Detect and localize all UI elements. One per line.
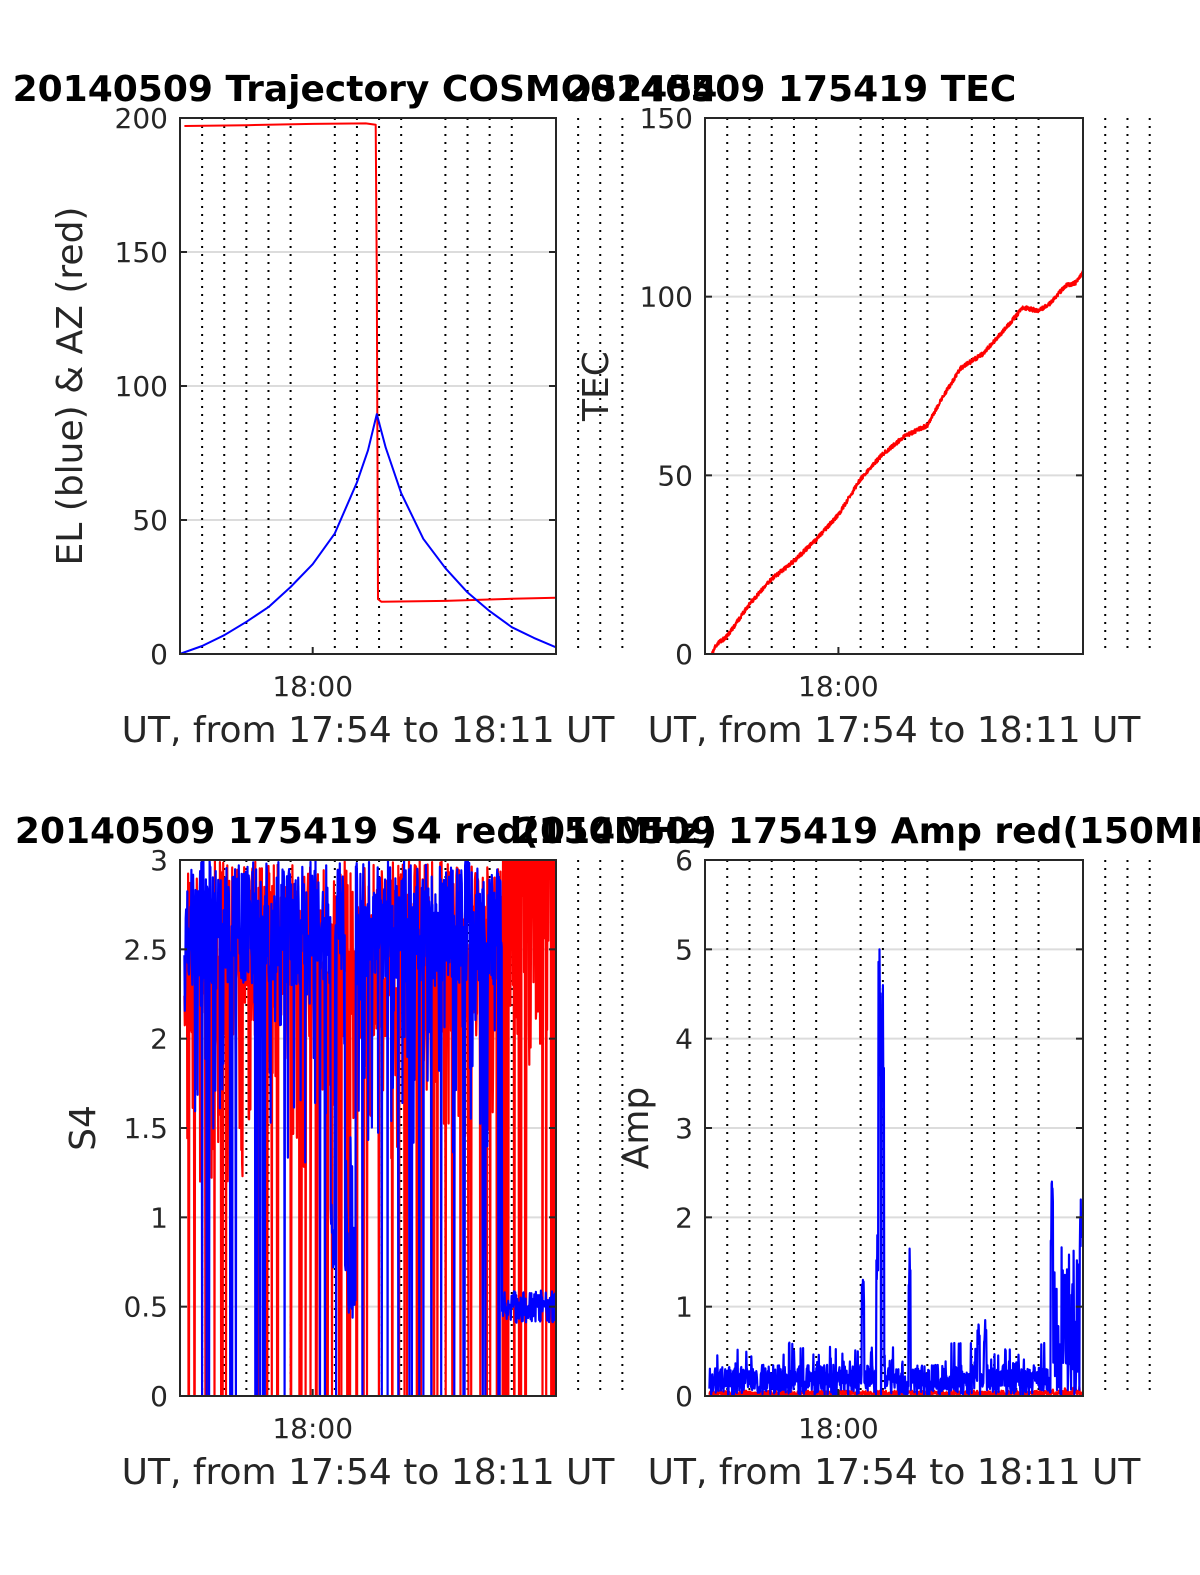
y-axis-label: Amp	[616, 1087, 657, 1170]
y-tick-label: 1	[675, 1291, 693, 1324]
x-tick-label: 18:00	[272, 670, 353, 703]
panel-2: 0 50 100 150 18:00 UT, from 17:54 to 18:11 UT…	[565, 69, 1151, 751]
chart-title: 20140509 175419 S4 red(150MHz)	[15, 811, 717, 852]
y-tick-label: 200	[115, 102, 168, 135]
panel-1: 0 50 100 150 200 18:00 UT, from 17:54 to 18:11…	[13, 69, 718, 751]
series-blue-line	[708, 948, 1083, 1396]
x-axis-label: UT, from 17:54 to 18:11 UT	[122, 1452, 616, 1493]
y-tick-label: 150	[640, 102, 693, 135]
x-tick-label: 18:00	[798, 1412, 879, 1445]
y-tick-label: 50	[657, 459, 693, 492]
y-axis-label: TEC	[576, 351, 617, 422]
axes-box	[704, 117, 1084, 655]
y-tick-label: 6	[675, 844, 693, 877]
y-tick-label: 0	[150, 638, 168, 671]
series-blue-line	[183, 860, 556, 1396]
y-tick-label: 0.5	[123, 1291, 168, 1324]
y-axis-label: S4	[63, 1105, 104, 1151]
y-tick-label: 2.5	[123, 933, 168, 966]
chart-title: 20140509 Trajectory COSMOS2454	[13, 69, 718, 110]
x-axis-label: UT, from 17:54 to 18:11 UT	[648, 1452, 1142, 1493]
panel-4: 0 1 2 3 4 5 6 18:00 UT, from 17:54 to 18:11 UT Am…	[515, 811, 1200, 1493]
y-tick-label: 2	[150, 1023, 168, 1056]
y-tick-label: 0	[150, 1380, 168, 1413]
y-axis-label: EL (blue) & AZ (red)	[50, 207, 91, 566]
y-tick-label: 1.5	[123, 1112, 168, 1145]
chart-title: 20140509 175419 Amp red(150MHz)	[515, 811, 1200, 852]
series-blue-line	[180, 413, 556, 654]
x-tick-label: 18:00	[798, 670, 879, 703]
y-tick-label: 2	[675, 1201, 693, 1234]
y-tick-label: 3	[150, 844, 168, 877]
chart-title: 20140509 175419 TEC	[565, 69, 1016, 110]
x-axis-label: UT, from 17:54 to 18:11 UT	[648, 710, 1142, 751]
y-tick-label: 100	[115, 370, 168, 403]
y-tick-label: 1	[150, 1201, 168, 1234]
y-tick-label: 3	[675, 1112, 693, 1145]
x-axis-label: UT, from 17:54 to 18:11 UT	[122, 710, 616, 751]
panel-3: 0 0.5 1 1.5 2 2.5 3 18:00 UT, from 17:54 to 18:1…	[15, 811, 717, 1493]
y-tick-label: 50	[132, 504, 168, 537]
y-tick-label: 100	[640, 281, 693, 314]
series-red-line	[710, 270, 1083, 654]
series-red-line	[184, 122, 556, 603]
y-tick-label: 0	[675, 638, 693, 671]
y-tick-label: 4	[675, 1023, 693, 1056]
x-tick-label: 18:00	[272, 1412, 353, 1445]
y-tick-label: 5	[675, 933, 693, 966]
y-tick-label: 0	[675, 1380, 693, 1413]
y-tick-label: 150	[115, 236, 168, 269]
